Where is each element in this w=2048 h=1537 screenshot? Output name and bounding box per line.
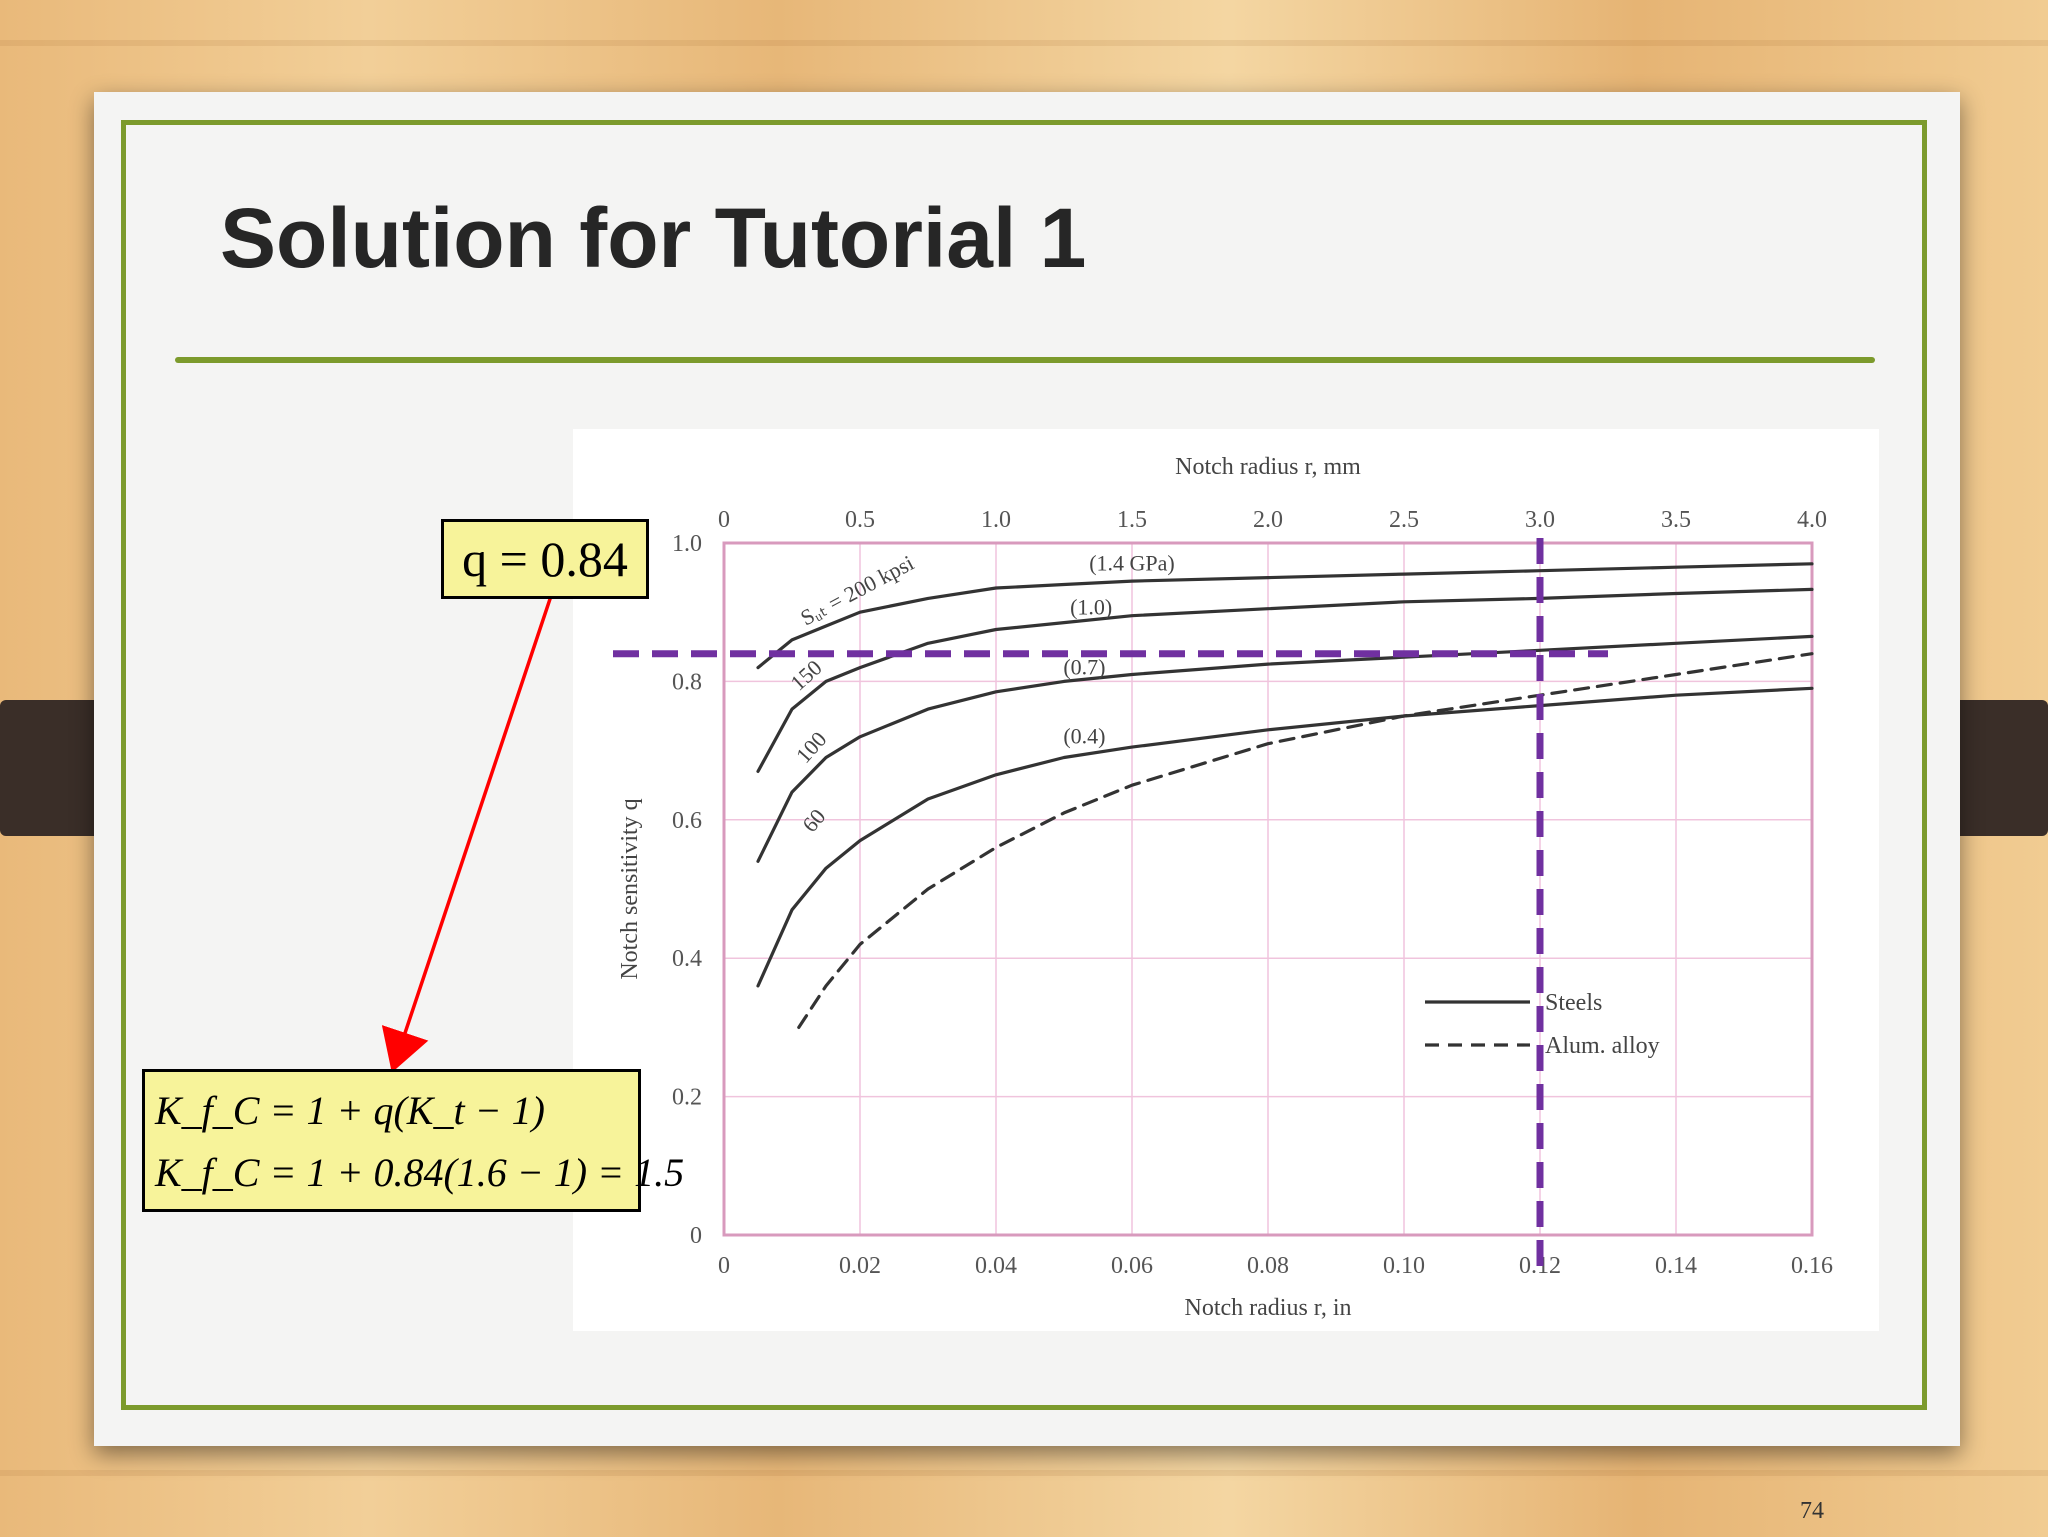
y-tick-label: 1.0 [672,531,702,557]
curve-label: Sᵤₜ = 200 kpsi [796,550,918,631]
x-tick-label: 0.08 [1247,1253,1289,1279]
y-tick-label: 0 [690,1223,702,1249]
curve-label-si: (1.4 GPa) [1089,551,1175,576]
x2-tick-label: 2.5 [1389,507,1419,533]
curve-label: 60 [797,804,830,837]
curve-label-si: (0.4) [1063,724,1105,749]
x-tick-label: 0.02 [839,1253,881,1279]
x-tick-label: 0.14 [1655,1253,1697,1279]
series-line-1 [756,587,1814,773]
series-line-0 [756,562,1814,670]
x-tick-label: 0.04 [975,1253,1017,1279]
slide-title: Solution for Tutorial 1 [220,191,1087,285]
curve-label-si: (0.7) [1063,654,1105,679]
formula-callout: K_f_C = 1 + q(K_t − 1) K_f_C = 1 + 0.84(… [142,1069,685,1212]
y-axis-label: Notch sensitivity q [617,798,643,979]
wood-grain [0,40,2048,46]
x-tick-label: 0 [718,1253,730,1279]
x-tick-label: 0.06 [1111,1253,1153,1279]
x2-tick-label: 0 [718,507,730,533]
formula-line-1: K_f_C = 1 + q(K_t − 1) [155,1088,545,1133]
series-line-4 [797,652,1814,1029]
notch-sensitivity-chart: 0 0.02 0.04 0.06 0.08 0.10 0.12 0.14 0.160 0.5 1.0… [613,454,1833,1321]
title-divider [175,357,1875,363]
x2-tick-label: 1.5 [1117,507,1147,533]
x2-axis-label: Notch radius r, mm [1175,454,1361,480]
x2-tick-label: 4.0 [1797,507,1827,533]
y-tick-label: 0.2 [672,1085,702,1111]
chart-panel: 0 0.02 0.04 0.06 0.08 0.10 0.12 0.14 0.16 0 0.5 1.0… [573,429,1879,1331]
x2-tick-label: 3.0 [1525,507,1555,533]
page-number: 74 [1800,1498,1824,1524]
x2-tick-label: 2.0 [1253,507,1283,533]
series-line-2 [756,634,1814,863]
x-axis-label: Notch radius r, in [1184,1295,1351,1321]
x2-tick-label: 0.5 [845,507,875,533]
series-line-3 [756,686,1814,988]
legend-label-steels: Steels [1545,990,1602,1016]
curve-label: 150 [785,655,826,696]
curve-label: 100 [791,727,832,768]
formula-line-2: K_f_C = 1 + 0.84(1.6 − 1) = 1.5 [155,1150,685,1195]
y-tick-label: 0.6 [672,808,702,834]
slide-frame [121,120,1927,1410]
wood-grain [0,1470,2048,1476]
y-tick-label: 0.4 [672,946,702,972]
x2-tick-label: 1.0 [981,507,1011,533]
legend-label-alum: Alum. alloy [1545,1033,1660,1059]
x-tick-label: 0.16 [1791,1253,1833,1279]
y-tick-label: 0.8 [672,669,702,695]
plot-border [722,541,1814,1237]
x-tick-label: 0.10 [1383,1253,1425,1279]
curve-label-si: (1.0) [1070,594,1112,619]
x2-tick-label: 3.5 [1661,507,1691,533]
q-value-callout: q = 0.84 [441,519,649,599]
